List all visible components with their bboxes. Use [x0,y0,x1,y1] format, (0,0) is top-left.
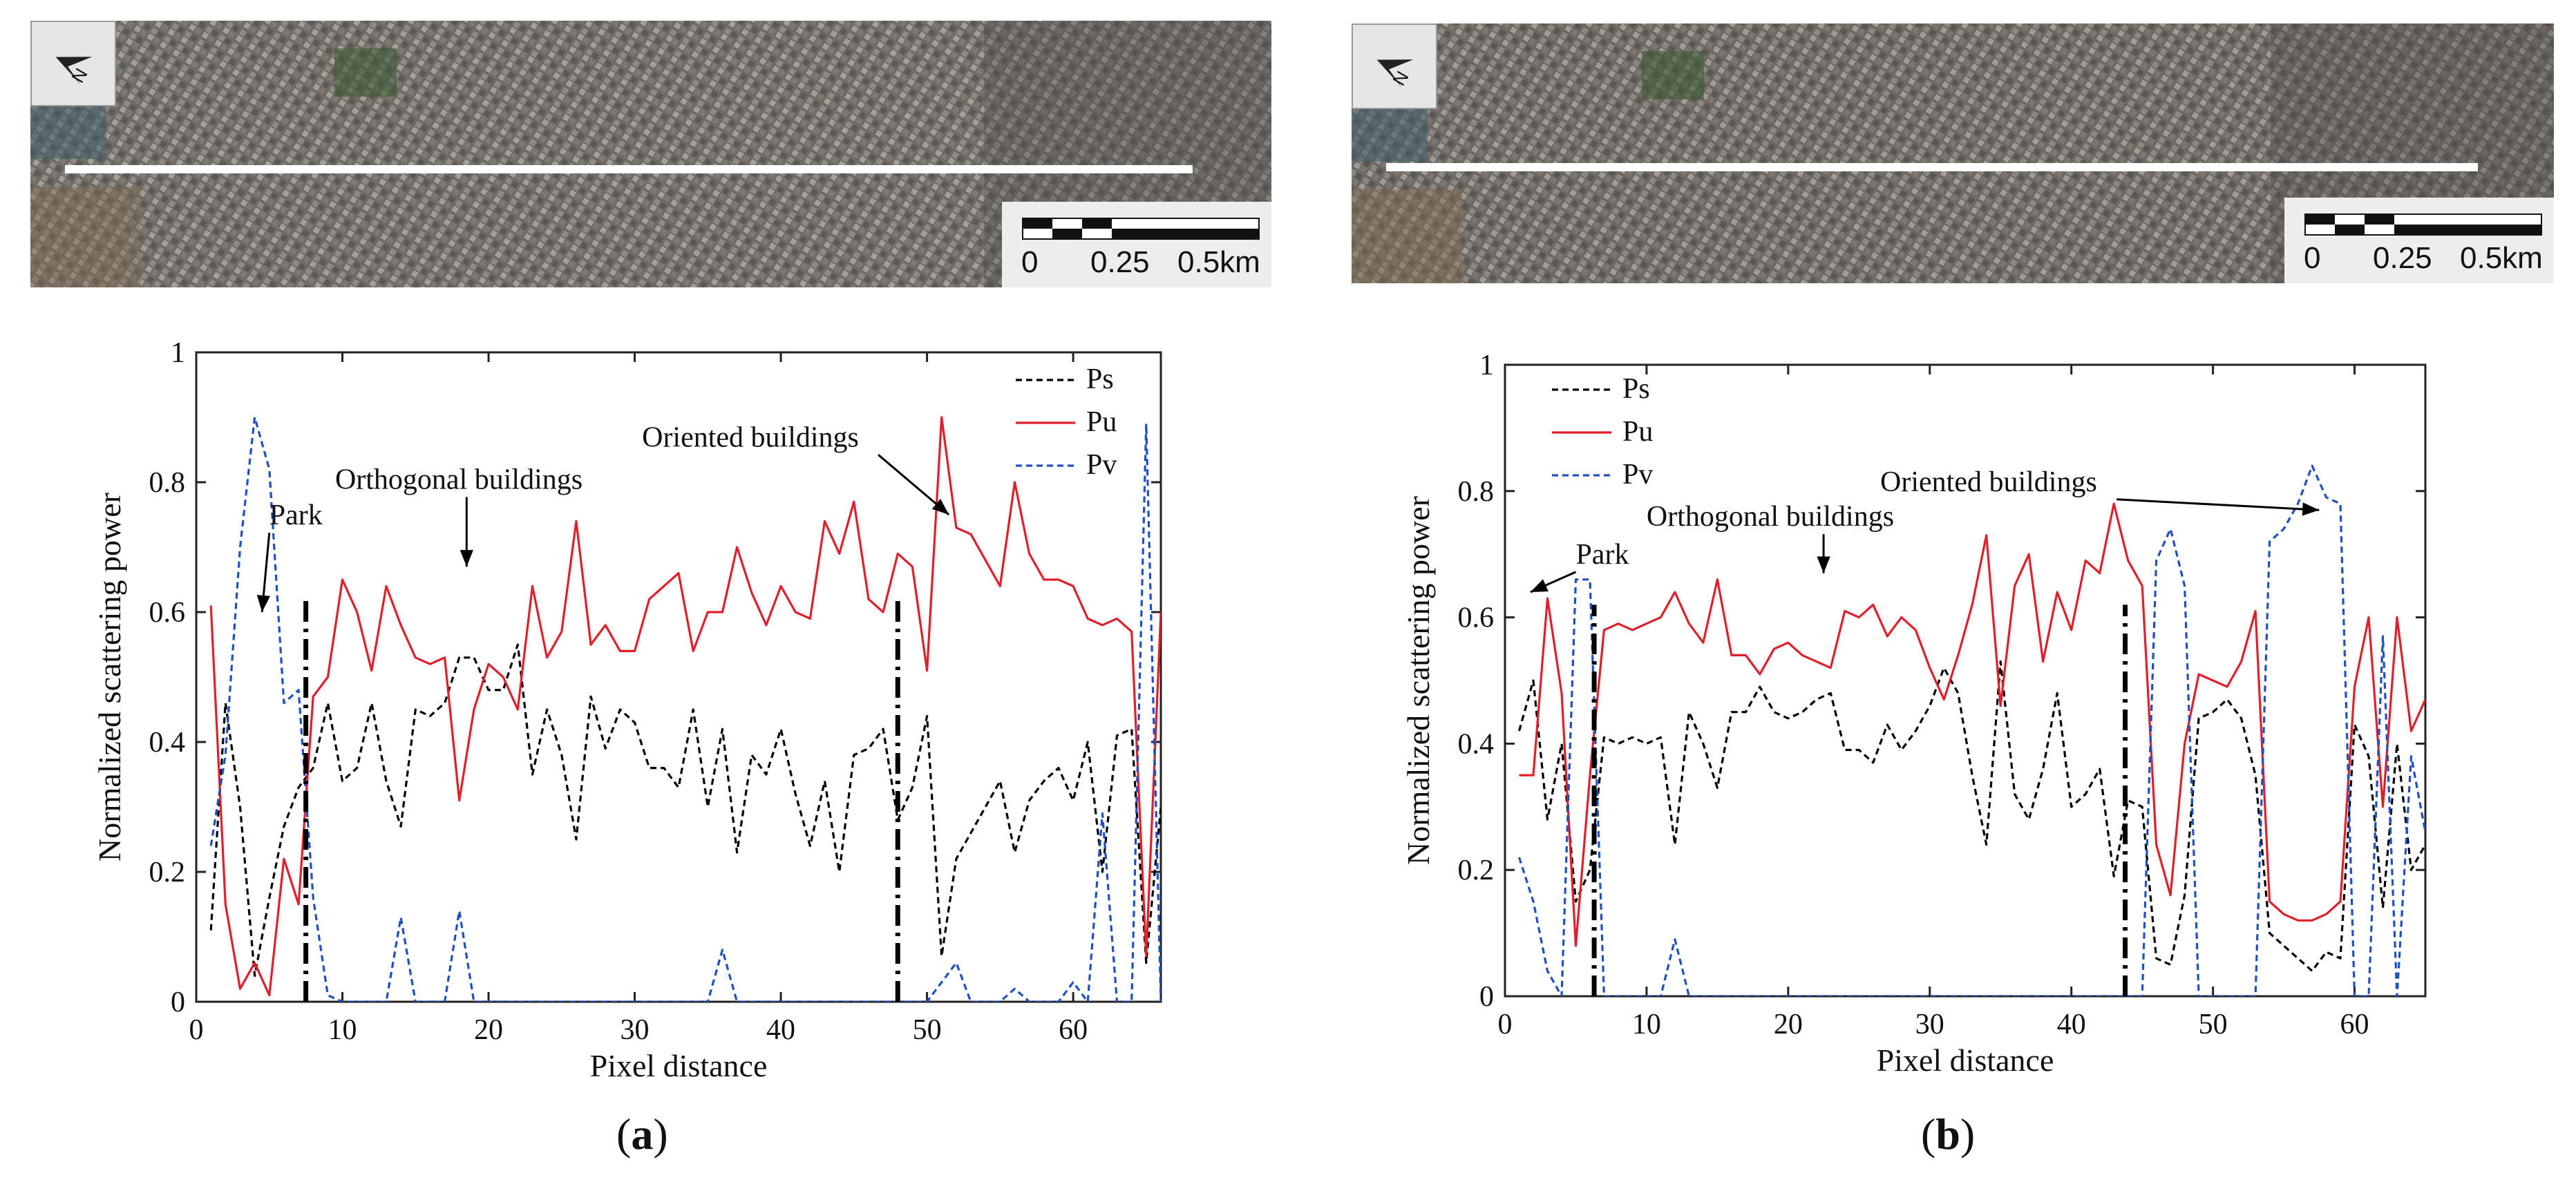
satellite-image: N 0 0.25 0.5km [1352,23,2554,283]
x-tick-label: 20 [474,1014,503,1046]
north-arrow-box: N [1352,23,1437,109]
y-tick-label: 0.8 [149,467,186,499]
scale-label-end: 0.5km [2460,241,2543,275]
legend-label-pu: Pu [1086,406,1117,438]
y-tick-label: 0.4 [1458,728,1495,760]
panel-label-open: ( [616,1110,632,1159]
series-line-pu [209,416,1161,997]
annotation-arrowhead [931,499,949,515]
y-tick-label: 0 [1479,981,1494,1013]
satellite-image: N 0 0.25 0.5km [30,21,1271,287]
north-arrow-icon [1376,59,1414,88]
series-line-pu [1519,502,2425,947]
scale-label-end: 0.5km [1177,245,1260,279]
scale-label-zero: 0 [2304,241,2321,275]
y-axis-label: Normalized scattering power [92,493,127,862]
annotation-label: Orthogonal buildings [335,464,583,495]
panel-label-close: ) [1960,1110,1976,1159]
annotation-arrowhead [1530,579,1549,592]
panel-label-b: (b) [1921,1112,1975,1157]
y-tick-label: 0.8 [1458,476,1495,508]
y-tick-label: 0.2 [1458,855,1495,886]
legend-label-pv: Pv [1622,459,1653,491]
x-tick-label: 40 [2057,1009,2086,1040]
x-axis-label: Pixel distance [590,1048,768,1083]
transect-line [65,165,1193,173]
y-tick-label: 1 [1479,350,1494,381]
x-tick-label: 60 [2340,1009,2369,1040]
x-tick-label: 60 [1059,1014,1088,1046]
series-line-ps [209,643,1161,978]
annotation-arrowhead [460,550,473,567]
annotation-label: Orthogonal buildings [1647,501,1894,533]
annotation-arrowhead [2302,502,2320,516]
y-tick-label: 1 [171,337,185,369]
scale-label-mid: 0.25 [2373,241,2432,275]
x-tick-label: 30 [1915,1009,1944,1040]
annotation-label: Park [1575,539,1629,571]
y-tick-label: 0.6 [1458,602,1495,634]
series-group [1517,464,2425,996]
y-tick-label: 0.6 [149,597,186,629]
scale-label-zero: 0 [1021,245,1039,279]
x-tick-label: 40 [766,1014,795,1046]
scale-label-mid: 0.25 [1090,245,1150,279]
y-tick-label: 0.4 [149,727,186,759]
series-group [209,416,1161,1002]
y-tick-label: 0 [171,987,185,1018]
x-tick-label: 30 [621,1014,650,1046]
annotation-label: Oriented buildings [1880,466,2097,498]
legend-label-pv: Pv [1086,449,1117,481]
legend-label-pu: Pu [1622,416,1653,448]
annotation-label: Oriented buildings [642,421,859,453]
scale-bar-graphic [1022,218,1260,240]
x-tick-label: 10 [328,1014,357,1046]
annotation-arrowhead [1817,556,1830,573]
panel-label-open: ( [1921,1110,1936,1159]
y-axis-label: Normalized scattering power [1401,496,1436,865]
x-tick-label: 0 [1498,1009,1513,1040]
panel-label-letter: a [631,1110,654,1159]
x-tick-label: 0 [189,1014,204,1046]
x-tick-label: 50 [2199,1009,2228,1040]
legend-label-ps: Ps [1622,373,1650,405]
annotation-arrowhead [256,595,270,612]
x-tick-label: 20 [1774,1009,1803,1040]
north-arrow-box: N [30,21,116,106]
legend-label-ps: Ps [1086,363,1114,395]
scale-bar: 0 0.25 0.5km [2284,198,2554,283]
series-line-pv [1517,464,2425,996]
scale-bar: 0 0.25 0.5km [1002,202,1271,287]
chart-a: 0 10 20 30 40 50 60 0 0.2 0.4 0.6 0.8 1 Pixel distanc… [92,337,1162,1083]
x-tick-label: 10 [1632,1009,1661,1040]
panel-label-close: ) [653,1110,668,1159]
north-arrow-icon [55,57,93,85]
panel-label-letter: b [1935,1110,1960,1159]
annotation-label: Park [269,499,323,531]
scale-bar-graphic [2304,213,2542,236]
panel-label-a: (a) [616,1112,668,1157]
x-tick-label: 50 [913,1014,942,1046]
transect-line [1386,163,2478,171]
chart-b: 0 10 20 30 40 50 60 0 0.2 0.4 0.6 0.8 1 Pixel distanc… [1401,350,2427,1078]
x-axis-label: Pixel distance [1877,1043,2054,1078]
series-line-ps [1517,660,2425,973]
annotation-arrow [2116,498,2320,511]
y-tick-label: 0.2 [149,857,186,888]
